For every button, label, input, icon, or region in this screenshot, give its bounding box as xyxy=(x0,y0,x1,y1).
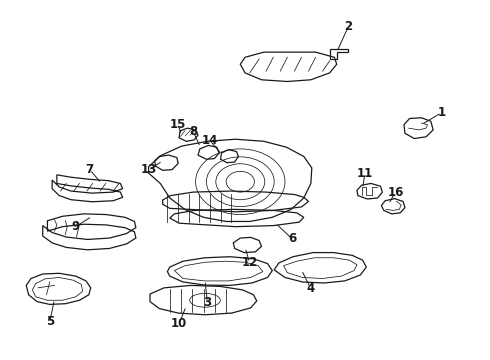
Text: 9: 9 xyxy=(72,220,80,233)
Text: 2: 2 xyxy=(344,20,352,33)
Text: 6: 6 xyxy=(288,232,296,245)
Text: 13: 13 xyxy=(141,163,157,176)
Text: 14: 14 xyxy=(201,134,218,147)
Text: 11: 11 xyxy=(357,167,373,180)
Text: 7: 7 xyxy=(86,163,94,176)
Text: 4: 4 xyxy=(307,282,315,295)
Text: 8: 8 xyxy=(189,125,197,138)
Text: 10: 10 xyxy=(171,317,187,330)
Text: 5: 5 xyxy=(46,315,54,328)
Text: 15: 15 xyxy=(170,118,186,131)
Text: 16: 16 xyxy=(387,186,404,199)
Text: 12: 12 xyxy=(242,256,258,269)
Text: 1: 1 xyxy=(438,106,446,119)
Text: 3: 3 xyxy=(203,296,211,309)
